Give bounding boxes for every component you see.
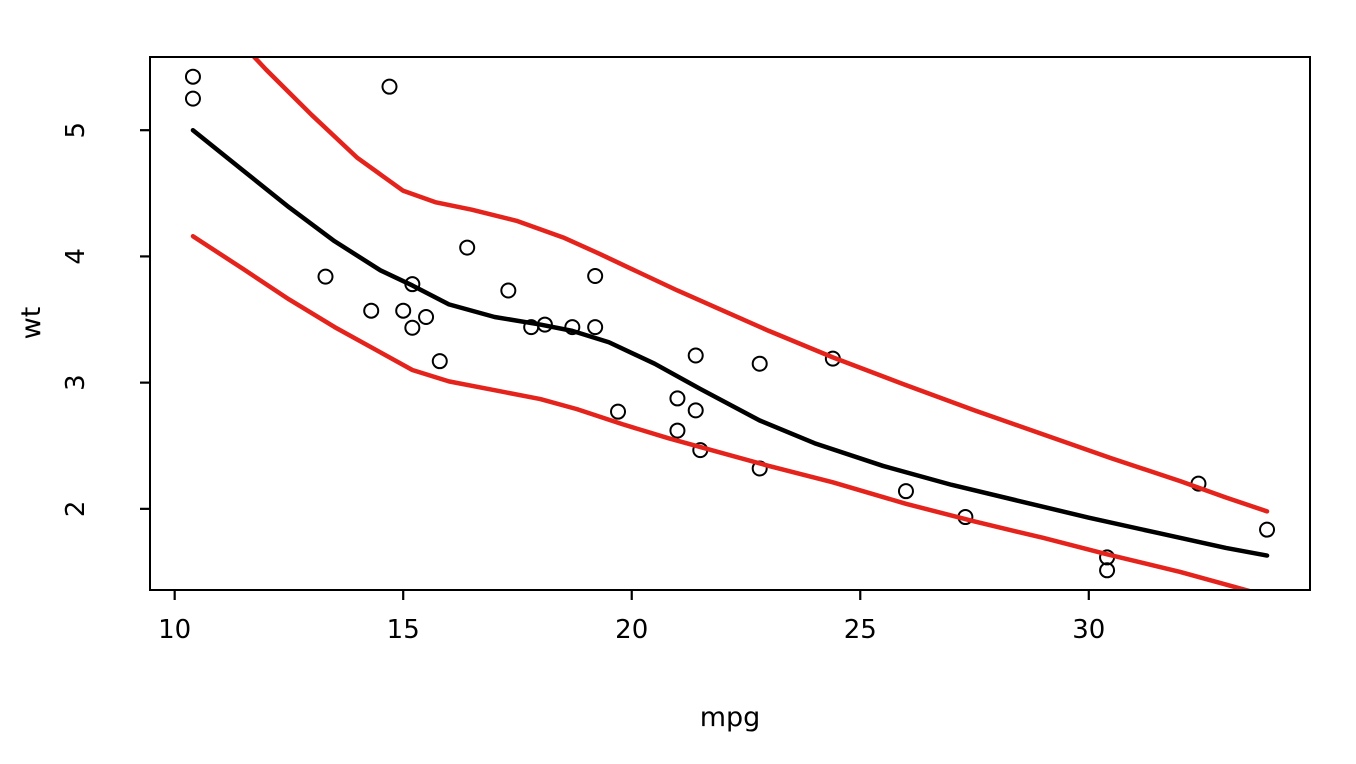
data-point <box>751 355 768 372</box>
data-point <box>184 90 201 107</box>
upper-band-line <box>251 57 1270 514</box>
data-point <box>431 353 448 370</box>
data-point <box>418 309 435 325</box>
data-point <box>669 390 686 407</box>
fit-lines-layer <box>190 57 1270 590</box>
data-point <box>500 282 517 299</box>
data-point <box>317 268 334 285</box>
lower-band-line <box>190 233 1255 590</box>
data-point <box>587 319 604 336</box>
data-point <box>381 78 398 95</box>
axis-ticks-layer: 10 15 20 25 30 2 3 4 5 <box>61 122 1105 645</box>
y-tick-label: 3 <box>61 374 91 391</box>
plot-border <box>149 56 1311 591</box>
x-tick-label: 20 <box>615 615 648 645</box>
data-point <box>363 302 380 319</box>
y-tick-label: 5 <box>61 122 91 139</box>
data-points-layer <box>184 68 1276 579</box>
data-point <box>395 302 412 319</box>
data-point <box>587 267 604 284</box>
y-tick-label: 2 <box>61 501 91 518</box>
data-point <box>687 347 704 364</box>
data-point <box>1259 521 1276 538</box>
x-tick-label: 25 <box>844 615 877 645</box>
x-tick-label: 30 <box>1072 615 1105 645</box>
data-point <box>564 319 581 336</box>
data-point <box>610 403 627 420</box>
x-axis-label: mpg <box>700 702 761 733</box>
x-tick-label: 15 <box>387 615 420 645</box>
data-point <box>184 68 201 85</box>
data-point <box>897 483 914 500</box>
data-point <box>404 319 421 336</box>
data-point <box>669 422 686 439</box>
smooth-fit-line <box>190 127 1270 558</box>
data-point <box>1099 562 1116 579</box>
y-axis-label: wt <box>16 307 47 340</box>
data-point <box>523 319 540 336</box>
x-tick-label: 10 <box>158 615 191 645</box>
data-point <box>459 239 476 256</box>
y-tick-label: 4 <box>61 248 91 265</box>
data-point <box>687 402 704 419</box>
